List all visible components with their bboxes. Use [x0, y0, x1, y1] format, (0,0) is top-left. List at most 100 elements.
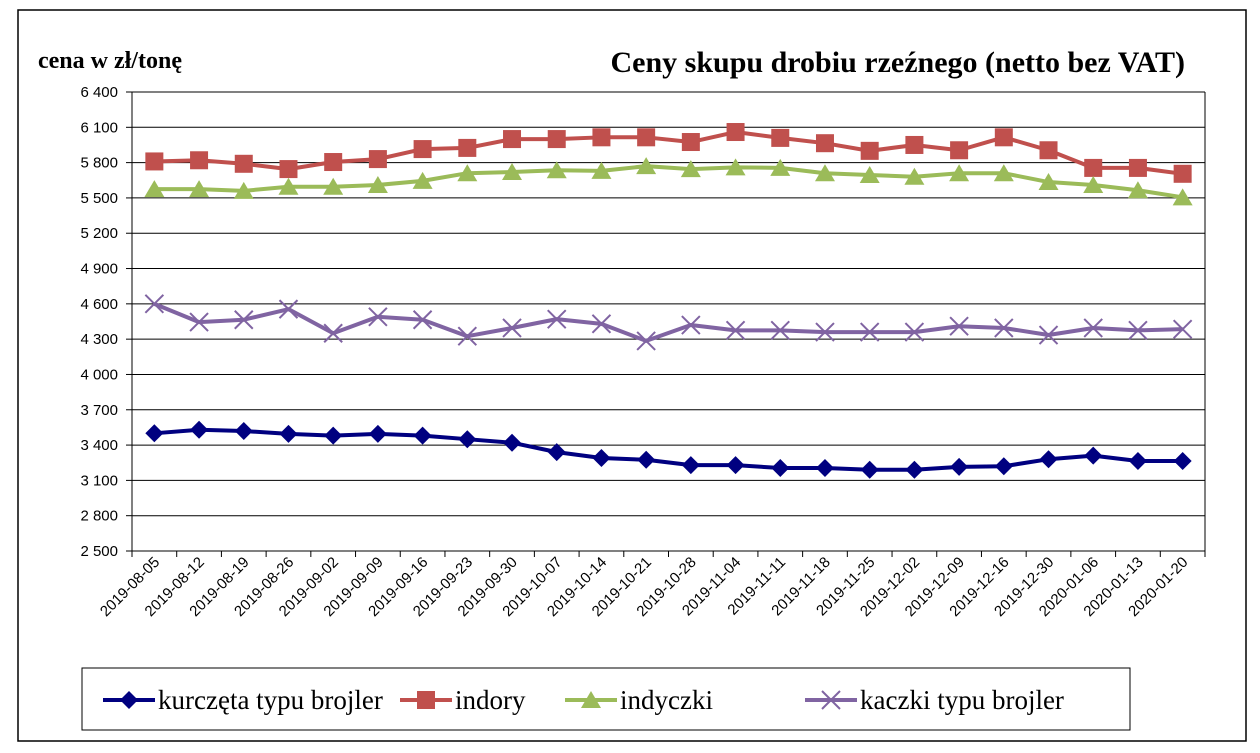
marker [814, 164, 835, 182]
y-tick-label: 3 400 [80, 437, 118, 454]
marker [770, 320, 790, 341]
marker [636, 157, 657, 175]
marker [725, 158, 746, 176]
marker [994, 128, 1013, 147]
marker [591, 161, 612, 179]
marker [726, 456, 745, 475]
marker [949, 164, 970, 182]
y-tick-label: 5 800 [80, 155, 118, 172]
marker [234, 310, 254, 330]
marker [502, 318, 522, 338]
y-tick-label: 4 600 [80, 296, 118, 313]
y-tick-label: 2 800 [80, 508, 118, 525]
marker [1128, 158, 1147, 177]
marker [547, 443, 566, 462]
marker [859, 165, 880, 183]
marker [1083, 318, 1103, 338]
chart-frame [17, 9, 1247, 742]
marker [417, 691, 435, 709]
marker [145, 152, 164, 171]
y-tick-label: 2 500 [80, 543, 118, 560]
marker [412, 310, 433, 330]
marker [815, 134, 834, 153]
marker [726, 123, 745, 142]
marker [1172, 188, 1193, 206]
marker [120, 691, 138, 709]
marker [324, 153, 343, 172]
marker [413, 426, 432, 445]
y-tick-label: 4 900 [80, 261, 118, 278]
series-line [153, 301, 1183, 343]
marker [1172, 319, 1193, 339]
marker [904, 322, 925, 342]
marker [771, 459, 790, 478]
marker [860, 141, 879, 160]
marker [279, 424, 298, 443]
marker [1173, 164, 1192, 183]
marker [457, 164, 478, 182]
y-tick-label: 4 000 [80, 366, 118, 383]
marker [815, 459, 834, 478]
marker [1039, 450, 1058, 469]
marker [770, 158, 791, 176]
marker [680, 160, 701, 178]
marker [681, 456, 700, 475]
y-tick-label: 6 400 [80, 84, 118, 101]
marker [323, 177, 344, 195]
legend-label: kurczęta typu brojler [158, 685, 383, 715]
marker [1038, 173, 1059, 191]
marker [1038, 325, 1059, 345]
legend-label: indory [455, 685, 526, 715]
marker [592, 128, 611, 147]
chart-title: Ceny skupu drobiu rzeźnego (netto bez VA… [611, 46, 1185, 79]
marker [189, 312, 209, 332]
marker [368, 424, 387, 443]
marker [637, 128, 656, 147]
marker [367, 175, 388, 193]
marker [144, 294, 165, 314]
marker [1084, 158, 1103, 177]
marker [681, 315, 701, 335]
marker [859, 322, 880, 342]
marker [771, 128, 790, 147]
marker [458, 430, 477, 449]
marker [368, 307, 388, 327]
marker [821, 690, 841, 710]
marker [1128, 320, 1148, 341]
legend-label: kaczki typu brojler [860, 685, 1064, 715]
marker [503, 130, 522, 149]
marker [145, 424, 164, 443]
marker [547, 130, 566, 149]
marker [546, 161, 567, 179]
legend-label: indyczki [620, 685, 713, 715]
marker [190, 151, 209, 170]
marker [1083, 175, 1104, 193]
marker [323, 323, 343, 343]
marker [278, 299, 299, 319]
marker [904, 167, 925, 185]
y-tick-label: 5 500 [80, 190, 118, 207]
marker [1173, 451, 1192, 470]
marker [412, 171, 433, 189]
y-tick-label: 4 300 [80, 331, 118, 348]
marker [190, 420, 209, 439]
y-tick-label: 5 200 [80, 225, 118, 242]
marker [1039, 141, 1058, 160]
marker [950, 457, 969, 476]
marker [905, 460, 924, 479]
marker [994, 457, 1013, 476]
marker [234, 154, 253, 173]
marker [279, 160, 298, 179]
marker [949, 316, 969, 336]
marker [457, 326, 478, 346]
marker [815, 322, 835, 342]
marker [1128, 451, 1147, 470]
marker [413, 140, 432, 159]
marker [591, 314, 612, 334]
y-tick-label: 6 100 [80, 119, 118, 136]
marker [1084, 446, 1103, 465]
marker [368, 150, 387, 169]
marker [860, 460, 879, 479]
marker [503, 433, 522, 452]
